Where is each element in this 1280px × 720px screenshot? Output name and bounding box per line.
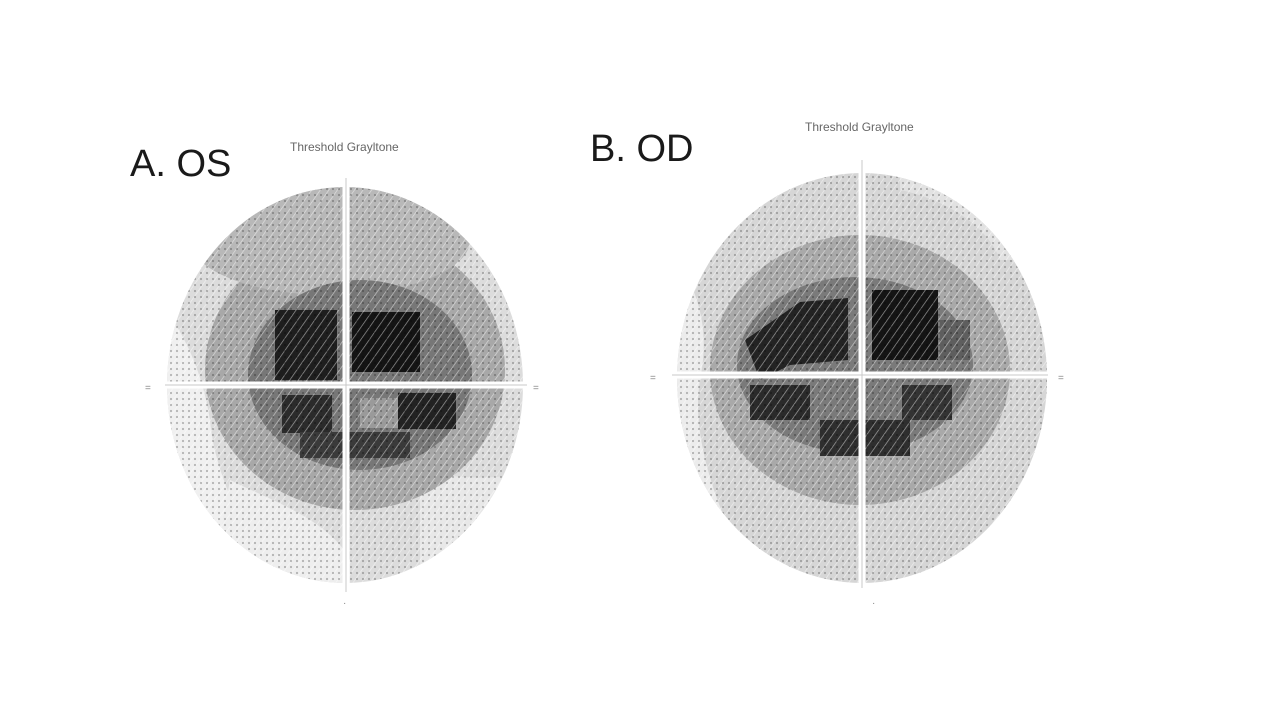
axis-mark-left-s: · [343, 598, 346, 609]
panel-label-left: A. OS [130, 143, 231, 185]
panel-right: B. OD Threshold Grayltone = = · [590, 120, 1064, 609]
axis-mark-left-w: = [145, 383, 151, 394]
panel-left: A. OS Threshold Grayltone [130, 140, 540, 609]
panel-label-right: B. OD [590, 128, 693, 170]
axis-mark-right-e: = [1058, 373, 1064, 384]
panel-subtitle-right: Threshold Grayltone [805, 120, 914, 134]
axis-mark-left-e: = [533, 383, 539, 394]
axis-mark-right-w: = [650, 373, 656, 384]
panel-subtitle-left: Threshold Grayltone [290, 140, 399, 154]
axis-mark-right-s: · [872, 598, 875, 609]
